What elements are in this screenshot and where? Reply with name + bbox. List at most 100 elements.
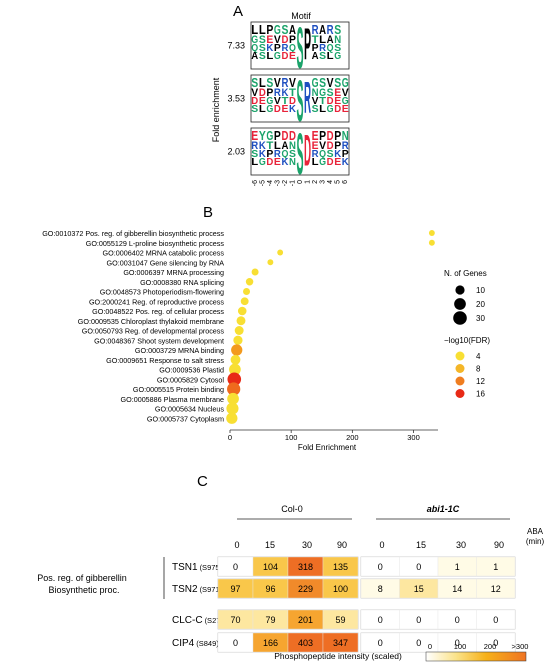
motif-letter: T [266, 140, 273, 152]
heatmap-cell-value: 1 [455, 562, 460, 572]
motif-position-tick: -3 [274, 180, 281, 186]
go-term-label: GO:0031047 Gene silencing by RNA [107, 258, 225, 267]
motif-letter: D [327, 129, 334, 143]
motif-letter: D [274, 104, 281, 115]
heatmap-cell-value: 0 [378, 615, 383, 625]
motif-letter: S [327, 87, 334, 99]
go-term-label: GO:0009536 Plastid [159, 366, 224, 375]
motif-letter: E [281, 104, 288, 115]
motif-title: Motif [291, 11, 311, 21]
fold-enrichment-ylabel: Fold enrichment [211, 77, 221, 142]
motif-letter: P [274, 43, 281, 54]
motif-position-tick: -1 [289, 180, 296, 186]
color-legend-dot [455, 351, 465, 361]
motif-letter: T [312, 34, 319, 46]
size-legend-label: 20 [476, 300, 485, 309]
protein-site: (S27) [205, 616, 224, 625]
motif-letter: E [251, 129, 258, 143]
protein-site: (S849) [196, 639, 219, 648]
enrichment-value: 3.53 [227, 94, 245, 104]
heatmap-cell [322, 556, 359, 577]
motif-letter: S [319, 51, 326, 62]
motif-letter: A [289, 23, 296, 37]
motif-letter: G [342, 96, 349, 107]
motif-letter-major: D [304, 127, 311, 176]
motif-position-tick: -4 [267, 180, 274, 186]
color-legend-dot [455, 389, 465, 398]
motif-letter: P [274, 129, 281, 143]
motif-letter: G [266, 96, 273, 107]
motif-letter: E [274, 157, 281, 168]
motif-letter: K [289, 104, 297, 115]
motif-letter: V [319, 140, 326, 152]
motif-letter: D [327, 140, 334, 152]
motif-letter: P [266, 23, 273, 37]
color-legend-label: 4 [476, 352, 481, 361]
motif-letter: A [319, 23, 326, 37]
motif-letter: D [334, 104, 341, 115]
heatmap-cell-value: 14 [452, 584, 462, 594]
size-legend-dot [454, 298, 466, 310]
motif-letter: S [312, 104, 319, 115]
motif-letter: S [319, 76, 326, 90]
motif-letter: V [312, 96, 319, 107]
motif-letter: N [289, 157, 296, 168]
motif-position-tick: -5 [259, 180, 266, 186]
go-term-label: GO:0010372 Pos. reg. of gibberellin bios… [42, 229, 224, 238]
motif-letter: E [334, 157, 341, 168]
motif-letter: R [251, 140, 258, 152]
color-legend-title: −log10(FDR) [444, 336, 490, 345]
heatmap-cell-value: 403 [298, 638, 313, 648]
motif-letter: R [281, 43, 289, 54]
panel-a-label: A [233, 3, 243, 20]
motif-letter: D [327, 157, 334, 168]
motif-letter: R [312, 149, 320, 160]
heatmap-row: TSN1 (S975) 0 104 318 135 0 0 1 1 [172, 556, 516, 577]
protein-name: CIP4 (S849) [172, 638, 219, 649]
heatmap-row: CLC-C (S27) 70 79 201 59 0 0 0 0 [172, 609, 516, 630]
heatmap-cell [322, 578, 359, 599]
go-term-point [237, 306, 247, 316]
bracket-label-line2: Biosynthetic proc. [48, 585, 119, 595]
heatmap-cell-value: 318 [298, 562, 313, 572]
motif-letter: L [259, 104, 266, 115]
heatmap-cell-value: 0 [378, 562, 383, 572]
go-term-point [230, 354, 241, 365]
time-header: 90 [337, 540, 347, 550]
x-tick-label: 100 [285, 433, 298, 442]
motif-letter: E [334, 96, 341, 107]
motif-letter-major: R [304, 74, 311, 123]
motif-letter: D [327, 96, 334, 107]
motif-letter: A [281, 140, 288, 152]
motif-letter: S [259, 51, 266, 62]
motif-letter: K [334, 149, 342, 160]
motif-letter: A [312, 51, 319, 62]
motif-position-tick: -2 [282, 180, 289, 186]
motif-letter: S [251, 104, 258, 115]
heatmap-cell [322, 632, 359, 653]
motif-letter: D [289, 129, 296, 143]
motif-letter: P [334, 129, 341, 143]
motif-letter: G [342, 76, 349, 90]
motif-letter: P [266, 149, 273, 160]
motif-letter: G [259, 157, 266, 168]
motif-logo-frame [250, 127, 350, 176]
motif-letter: L [327, 51, 334, 62]
protein-name: CLC-C (S27) [172, 615, 223, 626]
motif-letter: Q [251, 43, 258, 54]
motif-letter: G [319, 157, 326, 168]
motif-letter: D [281, 34, 288, 46]
motif-letter: K [281, 87, 289, 99]
heatmap-cell-value: 15 [414, 584, 424, 594]
go-term-label: GO:0050793 Reg. of developmental process [82, 327, 225, 336]
heatmap-cell-value: 0 [455, 615, 460, 625]
motif-letter: D [289, 96, 296, 107]
color-legend-label: 8 [476, 365, 481, 374]
group-abi1-label: abi1-1C [427, 504, 460, 514]
motif-position-tick: 3 [320, 180, 327, 184]
color-legend-dot [455, 376, 465, 386]
motif-letter: S [259, 34, 266, 46]
motif-letter: N [289, 140, 296, 152]
motif-letter: T [289, 87, 296, 99]
